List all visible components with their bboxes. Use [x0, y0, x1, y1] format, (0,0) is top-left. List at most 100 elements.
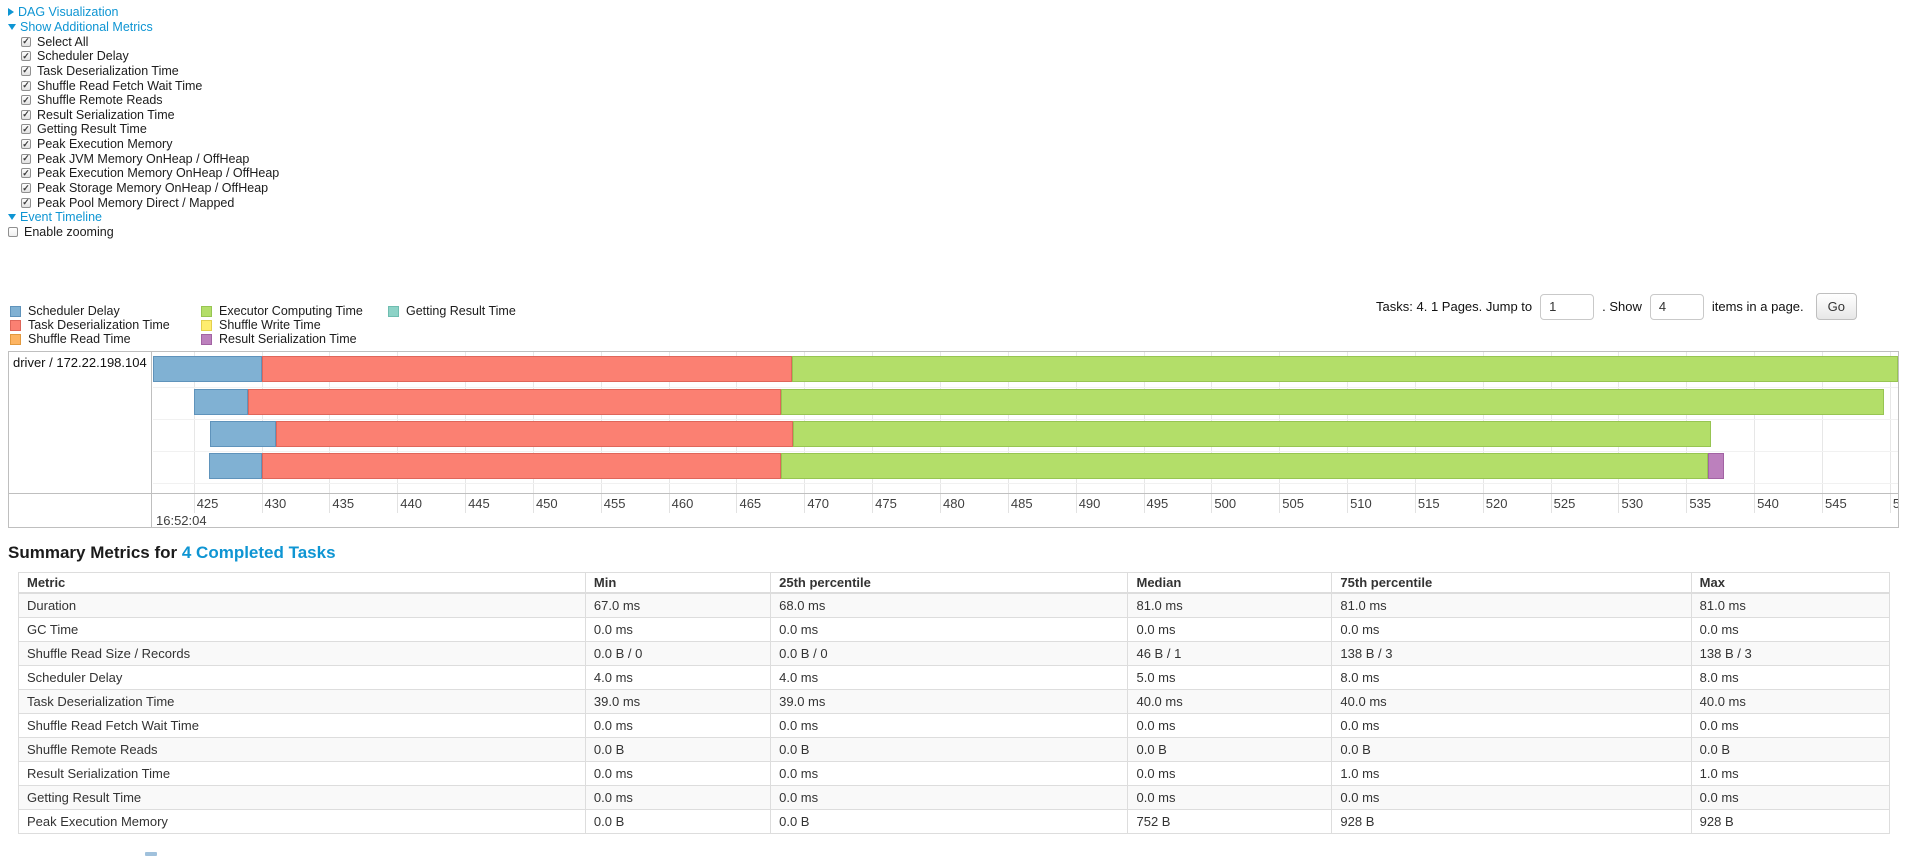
task-bar-segment-executor-computing[interactable] [793, 421, 1711, 447]
show-label: . Show [1602, 299, 1642, 314]
timeline-axis-ticks: 425 430 435 440 445 450 455 460 465 470 475 480 485 4… [153, 494, 1898, 514]
metric-value-cell: 0.0 B [1690, 737, 1891, 762]
metric-row-peak-execution-memory: ✓ Peak Execution Memory [21, 137, 279, 152]
task-bar-segment-result-serialization[interactable] [1708, 453, 1725, 479]
metric-value-cell: 8.0 ms [1690, 665, 1891, 690]
metric-checkbox-peak-jvm-memory-onheap-offheap[interactable]: ✓ [21, 153, 31, 164]
metric-checkbox-peak-execution-memory[interactable]: ✓ [21, 138, 31, 150]
gridline [1822, 352, 1823, 493]
task-bar-segment-task-deserialization[interactable] [276, 421, 794, 447]
go-button[interactable]: Go [1815, 293, 1857, 320]
dag-visualization-toggle[interactable]: DAG Visualization [8, 5, 279, 20]
axis-tick-label: 475 [875, 496, 897, 511]
axis-tick-label: 500 [1214, 496, 1237, 511]
metric-name-cell: Shuffle Read Size / Records [18, 641, 586, 666]
task-bar-segment-executor-computing[interactable] [781, 389, 1885, 415]
metric-label: Peak Pool Memory Direct / Mapped [37, 195, 235, 210]
metric-label: Peak Execution Memory [37, 137, 173, 152]
metric-value-cell: 0.0 B [584, 809, 772, 834]
table-row-shuffle-read-fetch-wait-time: Shuffle Read Fetch Wait Time 0.0 ms 0.0 ms… [18, 713, 1891, 738]
legend-swatch-icon [388, 305, 399, 317]
legend-label: Task Deserialization Time [28, 318, 170, 332]
metric-value-cell: 0.0 ms [1331, 785, 1692, 810]
metric-checkbox-shuffle-read-fetch-wait-time[interactable]: ✓ [21, 80, 31, 91]
dag-visualization-link[interactable]: DAG Visualization [18, 5, 119, 20]
legend-item-executor-computing-time: Executor Computing Time [201, 304, 388, 318]
metric-checkbox-task-deserialization-time[interactable]: ✓ [21, 65, 31, 76]
metric-value-cell: 0.0 ms [1127, 761, 1333, 786]
metric-checkbox-scheduler-delay[interactable]: ✓ [21, 50, 31, 62]
axis-tick-label: 530 [1621, 496, 1644, 511]
tasks-count-label: Tasks: 4. 1 Pages. Jump to [1376, 299, 1533, 314]
task-bar-segment-scheduler-delay[interactable] [193, 389, 248, 415]
legend-label: Shuffle Write Time [219, 318, 321, 332]
task-bar-segment-executor-computing[interactable] [792, 356, 1898, 382]
metric-label: Select All [37, 34, 89, 49]
axis-tick-label: 490 [1078, 496, 1101, 511]
event-timeline-toggle[interactable]: Event Timeline [8, 210, 279, 225]
metric-value-cell: 0.0 B [770, 809, 1129, 834]
metric-value-cell: 0.0 ms [770, 713, 1129, 738]
axis-tick [1550, 494, 1552, 513]
enable-zooming-checkbox[interactable] [8, 226, 18, 237]
axis-tick-label: 505 [1282, 496, 1304, 511]
metric-checkbox-peak-pool-memory-direct-mapped[interactable]: ✓ [21, 197, 31, 208]
event-timeline-link[interactable]: Event Timeline [20, 210, 102, 225]
metric-value-cell: 752 B [1127, 809, 1333, 834]
axis-tick-label: 520 [1485, 496, 1508, 511]
metric-checkbox-getting-result-time[interactable]: ✓ [21, 123, 31, 135]
arrow-right-icon [8, 8, 14, 17]
metric-name-cell: Peak Execution Memory [18, 809, 586, 834]
task-bar-segment-executor-computing[interactable] [781, 453, 1709, 479]
column-header-metric: Metric [18, 572, 586, 594]
items-per-page-input[interactable] [1649, 293, 1704, 320]
metric-row-scheduler-delay: ✓ Scheduler Delay [21, 49, 279, 64]
metric-checkbox-peak-storage-memory-onheap-offheap[interactable]: ✓ [21, 182, 31, 193]
gridline [1754, 352, 1756, 493]
axis-tick [1482, 494, 1484, 513]
executor-group-label: driver / 172.22.198.104 [13, 355, 147, 370]
metric-label: Result Serialization Time [37, 107, 175, 122]
axis-tick [532, 494, 534, 513]
axis-tick-label: 540 [1757, 496, 1779, 511]
axis-tick [736, 494, 738, 513]
axis-tick [804, 494, 806, 513]
legend-item-scheduler-delay: Scheduler Delay [10, 304, 201, 318]
task-bar-segment-task-deserialization[interactable] [261, 453, 782, 479]
metric-value-cell: 0.0 B [1331, 737, 1692, 762]
show-additional-metrics-link[interactable]: Show Additional Metrics [20, 19, 153, 34]
show-additional-metrics-toggle[interactable]: Show Additional Metrics [8, 20, 279, 35]
table-row-duration: Duration 67.0 ms 68.0 ms 81.0 ms 81.0 ms 81.0… [18, 592, 1891, 618]
metric-value-cell: 0.0 B [770, 737, 1129, 762]
table-row-gc-time: GC Time 0.0 ms 0.0 ms 0.0 ms 0.0 ms 0.0 ms [18, 617, 1891, 642]
metric-checkbox-peak-execution-memory-onheap-offheap[interactable]: ✓ [21, 167, 31, 179]
metric-name-cell: Shuffle Read Fetch Wait Time [18, 713, 586, 738]
metric-name-cell: GC Time [18, 617, 586, 642]
axis-tick-label: 550 [1893, 496, 1898, 511]
axis-tick [1279, 494, 1281, 513]
axis-tick-label: 455 [603, 496, 626, 511]
metric-name-cell: Getting Result Time [18, 785, 586, 810]
metric-value-cell: 0.0 ms [770, 617, 1129, 642]
table-row-getting-result-time: Getting Result Time 0.0 ms 0.0 ms 0.0 ms 0.0… [18, 785, 1891, 810]
task-bar-segment-scheduler-delay[interactable] [209, 421, 277, 447]
completed-tasks-link[interactable]: 4 Completed Tasks [181, 543, 336, 562]
column-header-min: Min [584, 572, 772, 594]
metric-checkbox-result-serialization-time[interactable]: ✓ [21, 109, 31, 120]
task-bar-segment-task-deserialization[interactable] [247, 389, 782, 415]
metric-value-cell: 81.0 ms [1127, 592, 1333, 618]
event-timeline-chart: driver / 172.22.198.104 425 430 435 440 445 4… [8, 351, 1899, 528]
table-row-shuffle-read-size-records: Shuffle Read Size / Records 0.0 B / 0 0.0 … [18, 641, 1891, 666]
task-bar-segment-task-deserialization[interactable] [261, 356, 793, 382]
axis-tick [1347, 494, 1349, 513]
task-bar-segment-scheduler-delay[interactable] [208, 453, 262, 479]
row-separator [153, 451, 1898, 452]
metric-checkbox-select-all[interactable]: ✓ [21, 36, 31, 47]
metric-checkbox-shuffle-remote-reads[interactable]: ✓ [21, 94, 31, 106]
task-bar-segment-scheduler-delay[interactable] [153, 356, 262, 382]
metric-value-cell: 0.0 ms [584, 713, 772, 738]
metric-value-cell: 40.0 ms [1690, 689, 1891, 714]
jump-to-page-input[interactable] [1540, 293, 1595, 320]
metric-label: Getting Result Time [37, 122, 147, 137]
arrow-down-icon [8, 214, 16, 221]
